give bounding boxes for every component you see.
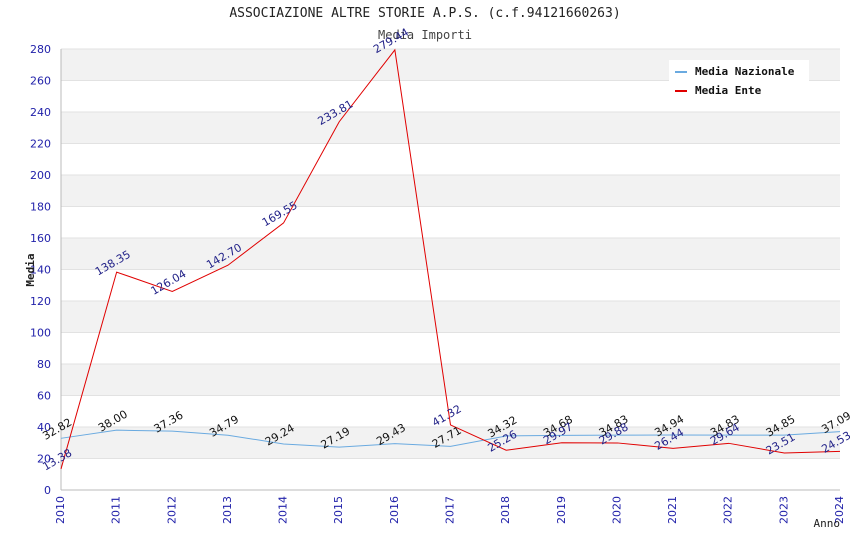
- x-tick-label: 2020: [610, 496, 623, 524]
- legend-swatch-nazionale: [675, 71, 687, 73]
- x-tick-label: 2019: [555, 496, 568, 524]
- x-tick-label: 2016: [388, 496, 401, 524]
- axes: [60, 49, 840, 491]
- legend-item-nazionale: Media Nazionale: [675, 65, 794, 79]
- y-ticks: 0 20 40 60 80 100 120 140 160 180 200 220 240 260 280: [30, 43, 51, 497]
- grid-band: [61, 269, 840, 301]
- grid-band: [61, 143, 840, 175]
- grid-band: [61, 175, 840, 207]
- grid-band: [61, 458, 840, 490]
- x-tick-label: 2018: [499, 496, 512, 524]
- y-tick-label: 200: [30, 169, 51, 182]
- x-tick-label: 2024: [833, 496, 846, 524]
- grid-band: [61, 112, 840, 144]
- x-tick-label: 2021: [666, 496, 679, 524]
- y-tick-label: 40: [37, 421, 51, 434]
- x-tick-label: 2023: [777, 496, 790, 524]
- y-tick-label: 260: [30, 75, 51, 88]
- y-tick-label: 180: [30, 201, 51, 214]
- x-tick-label: 2014: [277, 496, 290, 524]
- y-axis-label: Media: [24, 253, 37, 286]
- y-tick-label: 160: [30, 232, 51, 245]
- x-tick-label: 2013: [221, 496, 234, 524]
- series-line-ente: [60, 48, 841, 470]
- x-tick-label: 2017: [444, 496, 457, 524]
- grid-band: [61, 238, 840, 270]
- legend-label-ente: Media Ente: [695, 84, 762, 97]
- y-tick-label: 0: [44, 484, 51, 497]
- x-tick-label: 2022: [722, 496, 735, 524]
- y-tick-label: 280: [30, 43, 51, 56]
- grid-band: [61, 332, 840, 364]
- x-tick-label: 2011: [110, 496, 123, 524]
- chart-title: ASSOCIAZIONE ALTRE STORIE A.P.S. (c.f.94…: [229, 6, 621, 21]
- series-lines: [60, 48, 841, 470]
- x-ticks: 2010 2011 2012 2013 2014 2015 2016 2017 2018 2019…: [54, 496, 846, 524]
- y-tick-label: 120: [30, 295, 51, 308]
- chart-subtitle: Media Importi: [378, 28, 472, 42]
- chart-legend: Media Nazionale Media Ente: [669, 60, 809, 102]
- grid-band: [61, 364, 840, 396]
- y-tick-label: 140: [30, 264, 51, 277]
- y-tick-label: 20: [37, 453, 51, 466]
- grid-band: [61, 301, 840, 333]
- y-tick-label: 100: [30, 327, 51, 340]
- y-tick-label: 60: [37, 390, 51, 403]
- grid-band: [61, 206, 840, 238]
- x-tick-label: 2015: [332, 496, 345, 524]
- y-tick-label: 220: [30, 138, 51, 151]
- legend-label-nazionale: Media Nazionale: [695, 65, 795, 78]
- x-axis-label: Anno: [814, 517, 841, 530]
- y-tick-label: 240: [30, 106, 51, 119]
- y-tick-label: 80: [37, 358, 51, 371]
- legend-swatch-ente: [675, 90, 687, 92]
- x-tick-label: 2012: [165, 496, 178, 524]
- legend-item-ente: Media Ente: [675, 84, 761, 98]
- series-line-nazionale: [60, 429, 841, 448]
- x-tick-label: 2010: [54, 496, 67, 524]
